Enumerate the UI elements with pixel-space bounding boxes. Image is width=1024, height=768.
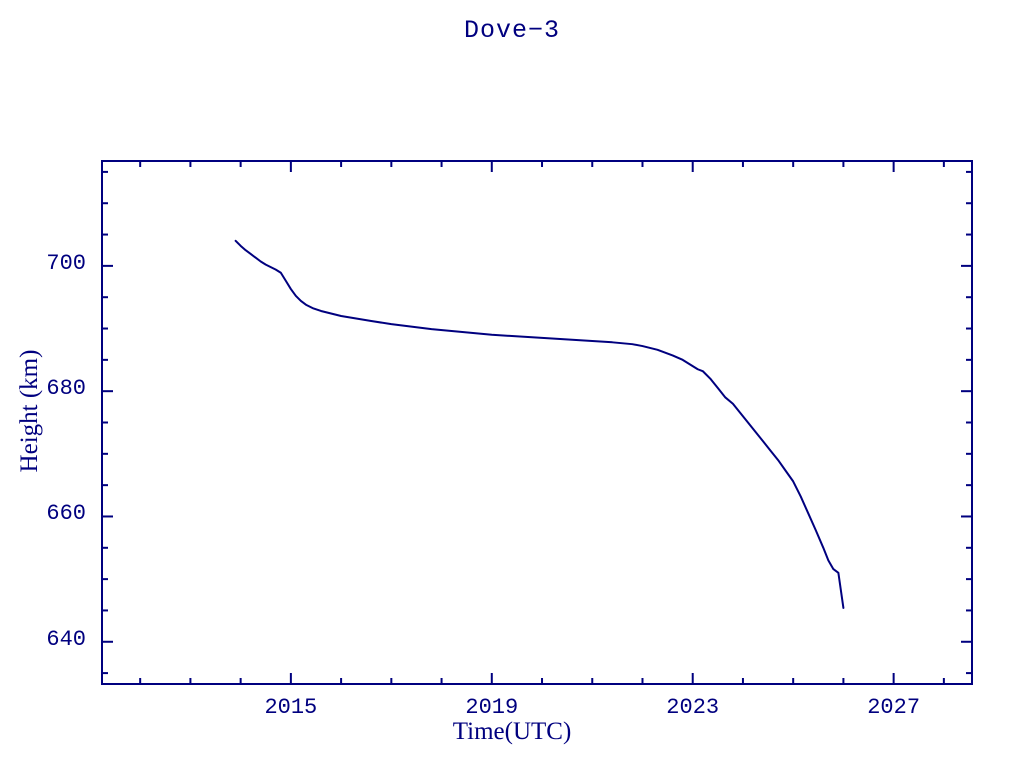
x-tick-label: 2015 (264, 695, 318, 720)
x-tick-label: 2019 (465, 695, 519, 720)
x-tick-label: 2027 (867, 695, 921, 720)
height-decay-line (234, 239, 845, 609)
plot-frame (101, 160, 973, 685)
data-line-layer (234, 239, 845, 609)
x-tick-label: 2023 (666, 695, 720, 720)
plot-area: 2015 2019 2023 2027 640 660 680 700 (46, 160, 973, 720)
y-tick-label: 680 (46, 376, 86, 402)
axis-ticks (101, 160, 973, 685)
y-axis-label: Height (km) (16, 349, 43, 473)
y-tick-label: 700 (46, 250, 86, 276)
x-axis-label: Time(UTC) (452, 718, 572, 745)
y-tick-label: 640 (46, 626, 86, 652)
chart-title: Dove−3 (463, 16, 560, 45)
y-tick-label: 660 (46, 501, 86, 527)
